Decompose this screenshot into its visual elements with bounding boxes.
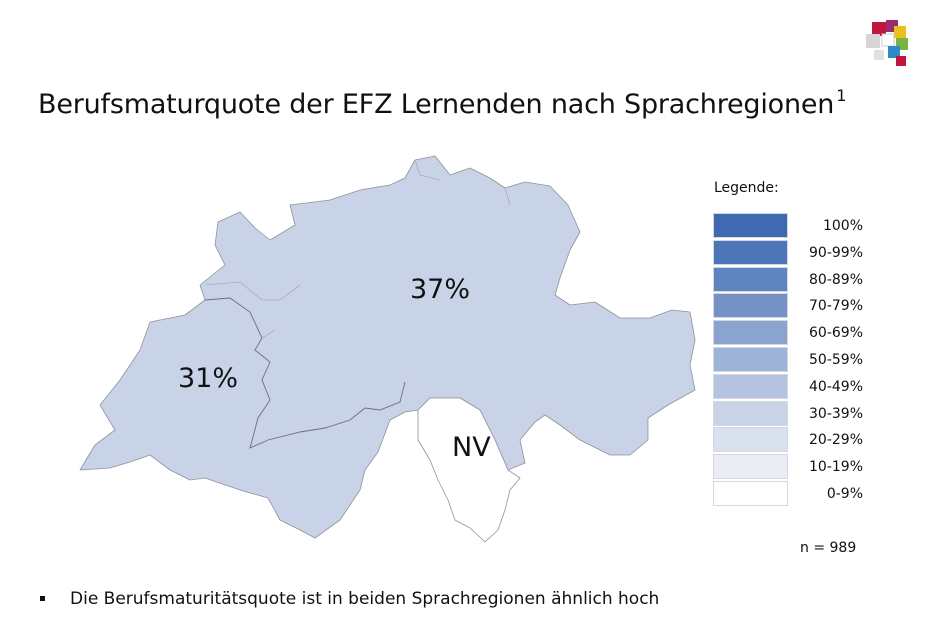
legend-title: Legende: [714, 180, 779, 196]
legend-label: 10-19% [809, 459, 863, 476]
legend-label: 40-49% [809, 378, 863, 395]
sample-size: n = 989 [800, 540, 857, 556]
legend-label: 50-59% [809, 352, 863, 368]
legend-swatch [713, 454, 788, 480]
bullet-marker [40, 596, 45, 601]
legend-swatch [713, 347, 788, 372]
legend-swatch [713, 239, 788, 265]
legend-item: 30-39% [713, 400, 863, 428]
legend-swatch [713, 266, 788, 292]
legend-item: 40-49% [713, 373, 863, 401]
legend-label: 0-9% [826, 486, 863, 502]
legend-swatch [713, 481, 788, 506]
bullet-text: Die Berufsmaturitätsquote ist in beiden … [70, 589, 660, 609]
map-language-border [204, 297, 406, 449]
legend-item: 80-89% [713, 266, 863, 294]
legend-label: 100% [822, 218, 863, 234]
legend-item: 70-79% [713, 293, 863, 320]
legend-label: 80-89% [809, 271, 863, 288]
title-footnote-mark: 1 [836, 86, 847, 105]
legend-item: 10-19% [713, 454, 863, 481]
legend-label: 60-69% [809, 325, 863, 342]
legend-label: 30-39% [809, 405, 863, 422]
legend-item: 0-9% [713, 481, 863, 508]
legend-swatch [713, 400, 788, 426]
legend-swatch [713, 427, 788, 453]
legend-item: 50-59% [713, 347, 863, 374]
legend-swatch [713, 213, 788, 238]
legend-swatch [713, 293, 788, 319]
region-label-tessin: NV [452, 432, 491, 463]
legend-item: 20-29% [713, 427, 863, 454]
region-label-deutschschweiz: 37% [410, 274, 471, 305]
region-label-westschweiz: 31% [178, 363, 239, 394]
colorful-cubes-logo [866, 20, 908, 66]
map-region-deutschschweiz [79, 155, 696, 539]
page-title: Berufsmaturquote der EFZ Lernenden nach … [38, 86, 847, 120]
legend-item: 60-69% [713, 320, 863, 347]
legend-label: 20-29% [809, 432, 863, 449]
legend-swatch [713, 373, 788, 399]
legend-label: 70-79% [809, 298, 863, 315]
legend-swatch [713, 320, 788, 346]
legend-item: 90-99% [713, 239, 863, 267]
legend-label: 90-99% [809, 244, 863, 261]
map-region-tessin [417, 397, 521, 543]
legend-item: 100% [713, 213, 863, 240]
